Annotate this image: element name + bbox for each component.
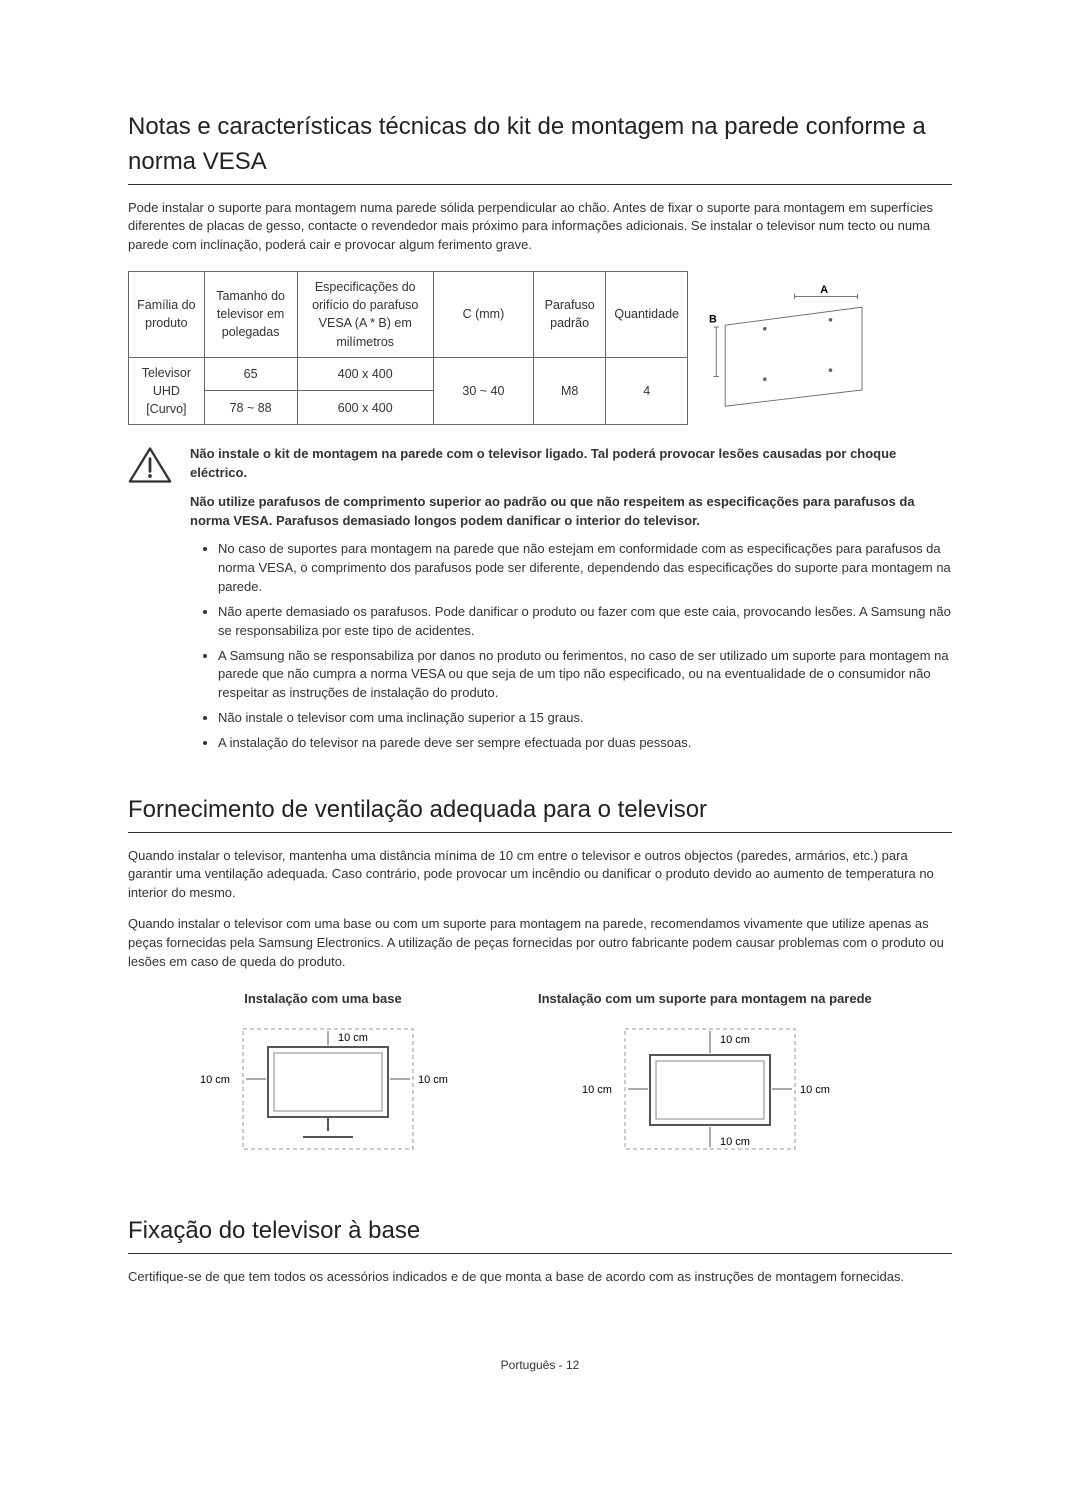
section1-title: Notas e características técnicas do kit …	[128, 110, 952, 185]
cell-vesa-1: 600 x 400	[297, 391, 433, 425]
cell-size-0: 65	[204, 357, 297, 391]
cm-label: 10 cm	[338, 1032, 368, 1044]
vesa-table-wrap: Família do produto Tamanho do televisor …	[128, 271, 952, 425]
vesa-diagram: A B	[700, 282, 880, 414]
warning-bullet: A Samsung não se responsabiliza por dano…	[218, 647, 952, 704]
ventilation-stand: Instalação com uma base 10 cm 10 cm 10	[188, 990, 458, 1175]
cm-label: 10 cm	[582, 1084, 612, 1096]
vesa-label-a: A	[820, 284, 828, 296]
warning-bold2: Não utilize parafusos de comprimento sup…	[190, 493, 952, 531]
th-vesa: Especificações do orifício do parafuso V…	[297, 272, 433, 358]
warning-bold1: Não instale o kit de montagem na parede …	[190, 445, 952, 483]
warning-text: Não instale o kit de montagem na parede …	[190, 445, 952, 540]
section1-intro: Pode instalar o suporte para montagem nu…	[128, 199, 952, 256]
cell-cmm: 30 ~ 40	[433, 357, 533, 424]
cm-label: 10 cm	[200, 1074, 230, 1086]
cell-family: Televisor UHD [Curvo]	[129, 357, 205, 424]
section3-title: Fixação do televisor à base	[128, 1214, 952, 1254]
cm-label: 10 cm	[720, 1136, 750, 1148]
cell-screw: M8	[533, 357, 605, 424]
cm-label: 10 cm	[720, 1034, 750, 1046]
warning-bullet: Não aperte demasiado os parafusos. Pode …	[218, 603, 952, 641]
warning-bullet: Não instale o televisor com uma inclinaç…	[218, 709, 952, 728]
th-family: Família do produto	[129, 272, 205, 358]
cell-vesa-0: 400 x 400	[297, 357, 433, 391]
warning-bullets: No caso de suportes para montagem na par…	[190, 540, 952, 752]
th-qty: Quantidade	[606, 272, 688, 358]
section2-p1: Quando instalar o televisor, mantenha um…	[128, 847, 952, 904]
cell-size-1: 78 ~ 88	[204, 391, 297, 425]
ventilation-wall: Instalação com um suporte para montagem …	[538, 990, 872, 1175]
th-screw: Parafuso padrão	[533, 272, 605, 358]
section3-p1: Certifique-se de que tem todos os acessó…	[128, 1268, 952, 1287]
cm-label: 10 cm	[800, 1084, 830, 1096]
ventilation-diagrams: Instalação com uma base 10 cm 10 cm 10	[188, 990, 952, 1175]
page-footer: Português - 12	[128, 1357, 952, 1374]
section2-p2: Quando instalar o televisor com uma base…	[128, 915, 952, 972]
vesa-label-b: B	[709, 314, 717, 326]
table-row: Televisor UHD [Curvo] 65 400 x 400 30 ~ …	[129, 357, 688, 391]
cell-qty: 4	[606, 357, 688, 424]
ventilation-wall-title: Instalação com um suporte para montagem …	[538, 990, 872, 1009]
cm-label: 10 cm	[418, 1074, 448, 1086]
warning-bullet: A instalação do televisor na parede deve…	[218, 734, 952, 753]
vesa-table: Família do produto Tamanho do televisor …	[128, 271, 688, 425]
table-header-row: Família do produto Tamanho do televisor …	[129, 272, 688, 358]
warning-bullet: No caso de suportes para montagem na par…	[218, 540, 952, 597]
warning-block: Não instale o kit de montagem na parede …	[128, 445, 952, 540]
th-size: Tamanho do televisor em polegadas	[204, 272, 297, 358]
warning-icon	[128, 445, 172, 491]
ventilation-stand-title: Instalação com uma base	[188, 990, 458, 1009]
section2-title: Fornecimento de ventilação adequada para…	[128, 793, 952, 833]
th-cmm: C (mm)	[433, 272, 533, 358]
